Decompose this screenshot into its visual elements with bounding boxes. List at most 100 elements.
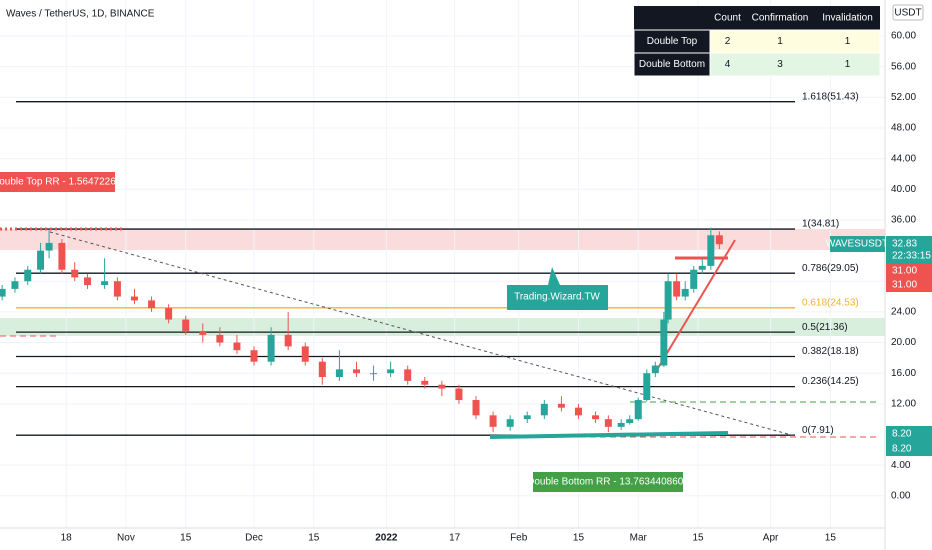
fib-label: 0.786(29.05) [802, 263, 859, 274]
x-tick-label: 18 [61, 533, 73, 544]
candle-body [438, 384, 446, 389]
candles [0, 227, 723, 433]
table-cell: 3 [777, 59, 783, 70]
candle-body [421, 380, 429, 385]
candle-body [681, 288, 689, 297]
x-tick-label: Nov [117, 533, 135, 544]
fib-label: 1.618(51.43) [802, 91, 859, 102]
x-tick-label: 17 [449, 533, 461, 544]
currency-box [892, 4, 924, 21]
table-cell: 4 [725, 59, 731, 70]
y-tick-label: 36.00 [891, 215, 916, 226]
fib: 1.618(51.43) 1(34.81) 0.786(29.05) 0.618(24… [16, 91, 859, 436]
teal-tag-box [886, 426, 932, 456]
candle-body [604, 419, 612, 427]
candle-body [58, 242, 66, 270]
row-value-cells [709, 29, 881, 54]
candle-body [318, 361, 326, 378]
x-tick-label: 15 [692, 533, 704, 544]
candle-body [698, 265, 706, 270]
candle-body [690, 269, 698, 289]
y-tick-label: 0.00 [891, 490, 911, 501]
candle-body [707, 235, 715, 266]
row-value-cells [709, 52, 881, 77]
x-tick-label: 2022 [375, 533, 398, 544]
table-header [634, 6, 880, 30]
teal-tag: 8.20 [892, 444, 912, 455]
table-header-cell: Count [714, 13, 741, 24]
table-cell: 1 [845, 36, 851, 47]
callout: Trading.Wizard.TW [514, 292, 600, 303]
neckline [489, 431, 729, 439]
candle-body [540, 403, 548, 416]
fib-label: 0.236(14.25) [802, 376, 859, 387]
x-tick-label: 15 [180, 533, 192, 544]
fib-label: 0(7.91) [802, 425, 834, 436]
fib-label: 0.5(21.36) [802, 322, 848, 333]
x-tick-label: Dec [245, 533, 263, 544]
y-tick-label: 20.00 [891, 337, 916, 348]
candle-body [715, 235, 723, 245]
y-tick-label: 48.00 [891, 123, 916, 134]
y-tick-label: 56.00 [891, 61, 916, 72]
callout-box [507, 267, 608, 310]
chart-title: Waves / TetherUS, 1D, BINANCE [6, 9, 155, 20]
candle-body [574, 407, 582, 416]
candle-body [148, 300, 156, 309]
candle-body [626, 419, 634, 424]
candle-body [71, 269, 79, 278]
candle-body [472, 400, 480, 416]
teal-tag: 8.20 [892, 429, 912, 440]
candle-body [301, 346, 309, 362]
y-tick-label: 44.00 [891, 153, 916, 164]
y-tick-label: 60.00 [891, 31, 916, 42]
x-tick-label: Apr [763, 533, 779, 544]
candle-body [233, 342, 241, 351]
symbol-box [830, 236, 885, 252]
candle-body [216, 334, 224, 343]
double-bottom-label: Double Bottom RR - 13.7634408602 [527, 477, 689, 488]
stats-table: Count Confirmation Invalidation Double Top 2… [633, 6, 881, 77]
candle-body [455, 388, 463, 401]
candle-body [617, 423, 625, 427]
candle-body [267, 334, 275, 362]
y-tick-label: 24.00 [891, 307, 916, 318]
red-tag: 31.00 [892, 266, 917, 277]
double-top-label: Double Top RR - 1.5647226174 [0, 177, 133, 188]
candle-body [284, 334, 292, 347]
candle-body [37, 250, 45, 270]
fib-label: 0.618(24.53) [802, 297, 859, 308]
candle-body [404, 369, 412, 381]
double-top-box [0, 172, 115, 192]
candle-body [664, 281, 672, 320]
candle-body [84, 277, 92, 286]
double-bottom-box [533, 472, 683, 492]
candle-body [0, 288, 6, 297]
candle-body [370, 373, 378, 375]
table-header-cell: Confirmation [752, 13, 809, 24]
currency: USDT [894, 8, 921, 19]
row-label: Double Bottom [639, 59, 705, 70]
candle-body [113, 281, 121, 297]
candle-body [643, 373, 651, 401]
candle-body [182, 319, 190, 332]
candle-body [489, 415, 497, 427]
x-tick-label: 15 [825, 533, 837, 544]
red-tag-box [886, 264, 932, 292]
candle-body [634, 400, 642, 420]
fib-label: 1(34.81) [802, 219, 839, 230]
candle-body [387, 369, 395, 374]
row-label: Double Top [647, 36, 698, 47]
candle-body [101, 281, 109, 286]
bottom-zone [0, 318, 885, 336]
y-tick-label: 4.00 [891, 460, 911, 471]
x-tick-label: Mar [630, 533, 648, 544]
candle-body [250, 350, 258, 362]
symbol-tag: WAVESUSDT [826, 239, 888, 250]
price-tag-box [886, 236, 932, 264]
trend-up [654, 239, 736, 374]
y-tick-label: 16.00 [891, 368, 916, 379]
last-price: 32.83 [892, 239, 917, 250]
x-tick-label: 15 [308, 533, 320, 544]
candle-body [506, 419, 514, 427]
